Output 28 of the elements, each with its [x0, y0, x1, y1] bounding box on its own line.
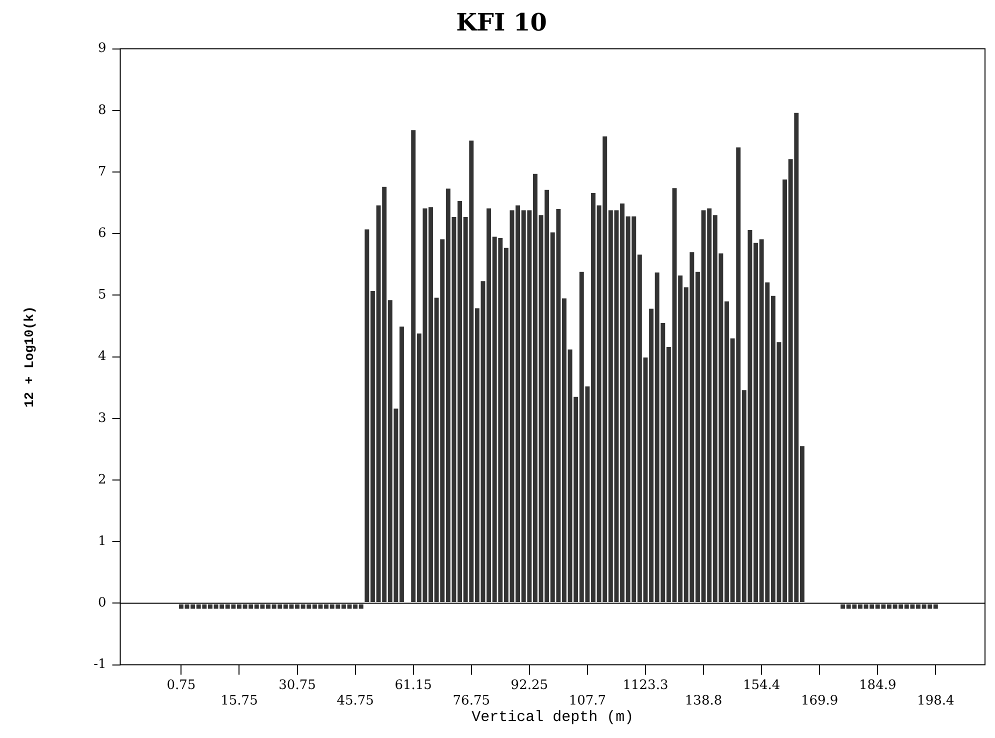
- x-tick-label: 138.8: [684, 694, 722, 709]
- y-tick-label: 4: [98, 349, 106, 364]
- y-tick-label: 8: [98, 102, 106, 118]
- x-tick-label: 92.25: [510, 678, 548, 693]
- x-tick-label: 184.9: [859, 678, 896, 693]
- y-tick-label: 7: [98, 164, 106, 180]
- x-tick-label: 0.75: [166, 678, 196, 693]
- y-tick-label: 3: [98, 410, 106, 426]
- x-tick-label: 107.7: [568, 694, 606, 709]
- y-tick-label: 6: [98, 226, 106, 241]
- x-tick-label: 169.9: [800, 694, 838, 709]
- x-tick-label: 61.15: [394, 678, 432, 693]
- y-tick-label: 9: [98, 41, 106, 56]
- y-tick-label: 1: [98, 534, 106, 549]
- x-tick-label: 45.75: [336, 694, 374, 709]
- x-tick-label: 154.4: [742, 678, 780, 693]
- x-tick-label: 15.75: [220, 694, 258, 709]
- y-tick-label: 0: [98, 596, 106, 611]
- y-tick-label: 2: [98, 472, 106, 488]
- y-tick-label: 5: [98, 288, 106, 303]
- y-tick-label: -1: [94, 657, 106, 672]
- x-tick-label: 1123.3: [622, 678, 668, 693]
- y-axis-title: 12 + Log10(k): [22, 306, 38, 408]
- chart-title: KFI 10: [456, 8, 547, 37]
- x-tick-label: 198.4: [917, 694, 954, 709]
- x-tick-label: 30.75: [278, 678, 316, 693]
- x-axis-title: Vertical depth (m): [472, 708, 634, 726]
- x-tick-label: 76.75: [452, 694, 490, 709]
